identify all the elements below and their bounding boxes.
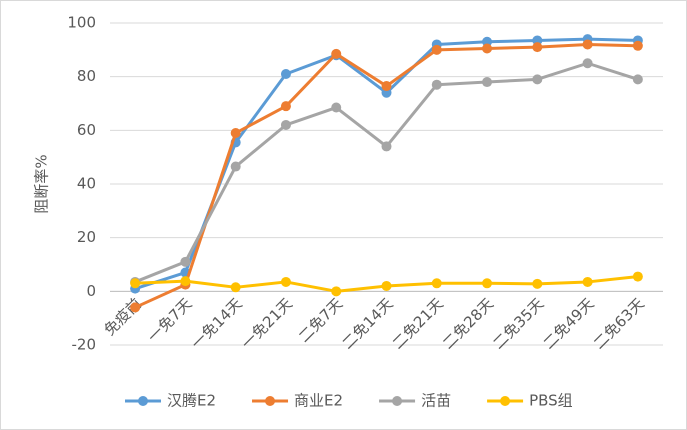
data-point [381,141,392,152]
data-point [230,161,241,172]
y-tick-label: -20 [72,336,97,354]
data-point [280,276,291,287]
y-tick-label: 0 [86,282,96,300]
y-axis-label: 阻断率% [33,154,51,213]
legend-marker [500,396,511,406]
data-point [632,74,643,85]
data-point [632,40,643,51]
legend-marker [138,396,148,406]
legend-label: 汉腾E2 [167,392,216,410]
legend-label: 活苗 [421,392,451,410]
data-point [180,276,191,287]
data-point [532,74,543,85]
data-point [482,43,493,54]
y-tick-label: 60 [77,121,96,139]
legend-marker [392,396,403,406]
y-tick-label: 100 [67,14,96,32]
data-point [582,39,593,50]
data-point [280,119,291,130]
legend-marker [265,396,276,406]
data-point [381,280,392,291]
data-point [331,286,342,297]
data-point [331,102,342,113]
y-tick-label: 80 [77,67,96,85]
data-point [532,42,543,53]
data-point [632,271,643,282]
data-point [230,128,241,139]
data-point [582,58,593,69]
data-point [180,256,191,267]
data-point [582,276,593,287]
legend-label: 商业E2 [294,392,343,410]
data-point [130,278,141,289]
data-point [431,278,442,289]
data-point [532,278,543,289]
legend-label: PBS组 [529,392,573,410]
data-point [230,282,241,293]
data-point [482,77,493,88]
data-point [280,101,291,112]
y-tick-label: 40 [77,175,96,193]
data-point [280,68,291,79]
data-point [482,278,493,289]
data-point [331,48,342,59]
data-point [431,44,442,55]
data-point [130,302,141,313]
data-point [381,81,392,92]
data-point [431,79,442,90]
y-tick-label: 20 [77,228,96,246]
